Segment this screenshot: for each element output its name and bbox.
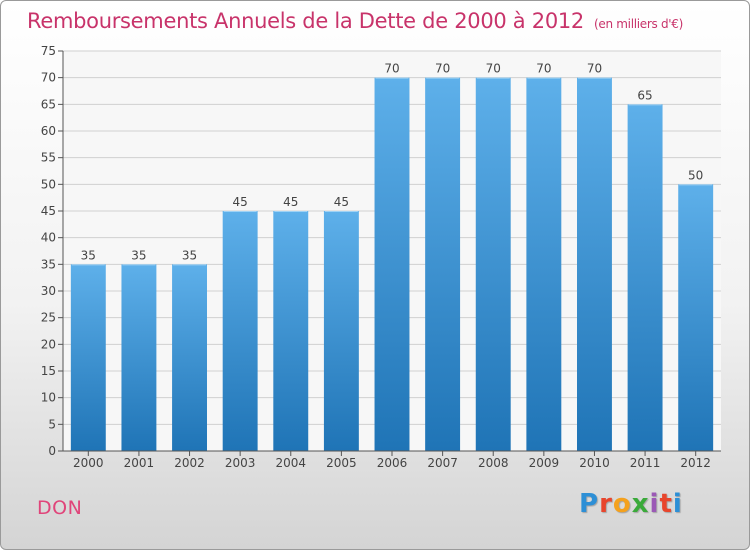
value-label: 50	[688, 168, 703, 182]
chart-title-text: Remboursements Annuels de la Dette de 20…	[27, 9, 584, 33]
y-tick-label: 40	[41, 231, 56, 245]
bars	[70, 77, 714, 452]
bar-2005	[323, 211, 359, 451]
y-tick-label: 30	[41, 284, 56, 298]
value-label: 35	[131, 248, 146, 262]
x-tick-label: 2002	[174, 456, 205, 470]
value-label: 70	[486, 62, 501, 76]
value-label: 45	[334, 195, 349, 209]
chart-subtitle: (en milliers d'€)	[594, 17, 684, 31]
y-tick-label: 0	[48, 444, 56, 458]
bar-2004	[273, 211, 309, 451]
value-label: 45	[233, 195, 248, 209]
y-tick-label: 75	[41, 44, 56, 58]
value-label: 35	[182, 248, 197, 262]
city-name: DON	[37, 497, 83, 519]
y-tick-label: 35	[41, 257, 56, 271]
y-tick-label: 45	[41, 204, 56, 218]
value-label: 70	[384, 62, 399, 76]
bar-2010	[576, 77, 612, 452]
value-label: 45	[283, 195, 298, 209]
y-tick-label: 50	[41, 177, 56, 191]
bar-2011	[627, 104, 663, 451]
y-axis-ticks: 0 5 10 15 20 25 30 35 40 45 50 55 60 65 70 75	[41, 44, 56, 458]
y-tick-label: 60	[41, 124, 56, 138]
y-tick-label: 10	[41, 391, 56, 405]
bar-2001	[121, 264, 157, 451]
bar-2003	[222, 211, 258, 451]
x-tick-label: 2000	[73, 456, 104, 470]
bar-2006	[374, 77, 410, 452]
x-tick-label: 2012	[680, 456, 711, 470]
x-axis-ticks: 2000 2001 2002 2003 2004 2005 2006 2007 2008 2009…	[73, 451, 711, 470]
y-tick-label: 25	[41, 311, 56, 325]
x-tick-label: 2011	[630, 456, 661, 470]
value-label: 70	[435, 62, 450, 76]
bar-2007	[425, 77, 461, 452]
x-tick-label: 2003	[225, 456, 256, 470]
value-labels: 35 35 35 45 45 45 70 70 70 70 70 65 50	[81, 62, 704, 263]
y-tick-label: 70	[41, 71, 56, 85]
bar-2008	[475, 77, 511, 452]
x-tick-label: 2004	[275, 456, 306, 470]
y-tick-label: 65	[41, 97, 56, 111]
x-tick-label: 2010	[579, 456, 610, 470]
x-tick-label: 2005	[326, 456, 357, 470]
y-tick-label: 15	[41, 364, 56, 378]
chart-title: Remboursements Annuels de la Dette de 20…	[27, 9, 683, 33]
x-tick-label: 2006	[377, 456, 408, 470]
bar-2012	[678, 184, 714, 452]
x-tick-label: 2008	[478, 456, 509, 470]
value-label: 70	[536, 62, 551, 76]
value-label: 70	[587, 62, 602, 76]
y-tick-label: 5	[48, 417, 56, 431]
proxiti-logo: Proxiti	[579, 489, 683, 519]
x-tick-label: 2009	[529, 456, 560, 470]
x-tick-label: 2007	[427, 456, 458, 470]
y-tick-label: 55	[41, 151, 56, 165]
y-tick-label: 20	[41, 337, 56, 351]
value-label: 65	[637, 88, 652, 102]
bar-2009	[526, 77, 562, 452]
bar-2000	[70, 264, 106, 451]
bar-2002	[172, 264, 208, 451]
x-tick-label: 2001	[124, 456, 155, 470]
value-label: 35	[81, 248, 96, 262]
axes	[62, 51, 721, 452]
